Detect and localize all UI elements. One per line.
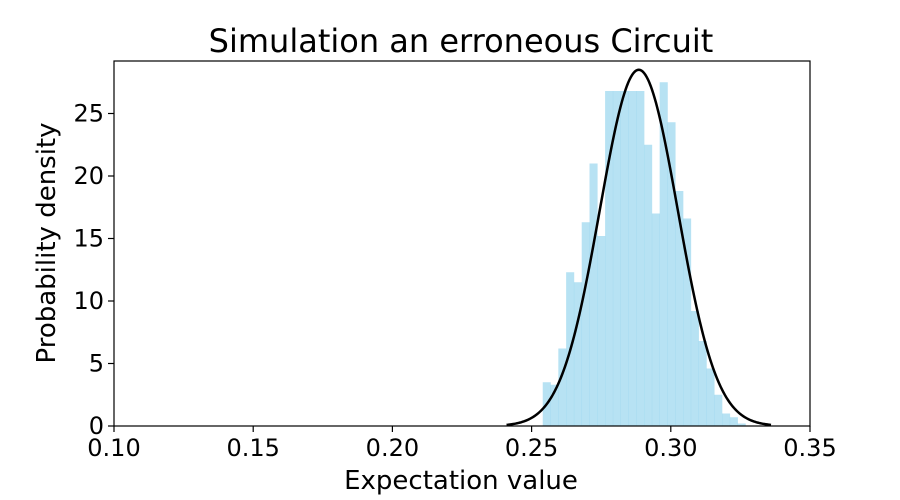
histogram-bar: [690, 311, 699, 426]
histogram-bar: [737, 423, 746, 426]
chart-title: Simulation an erroneous Circuit: [209, 22, 714, 60]
x-axis-label: Expectation value: [344, 466, 578, 496]
histogram-bar: [651, 213, 660, 426]
histogram-bar: [597, 236, 606, 426]
y-tick-label: 20: [73, 162, 104, 190]
histogram-bar: [683, 218, 692, 426]
y-tick-label: 25: [73, 100, 104, 128]
histogram-bar: [620, 91, 629, 426]
x-tick-label: 0.10: [87, 434, 140, 462]
normal-fit-curve-group: [506, 68, 772, 427]
histogram-bar: [675, 191, 684, 426]
y-tick-label: 10: [73, 287, 104, 315]
histogram-bar: [628, 91, 637, 426]
x-tick-label: 0.35: [783, 434, 836, 462]
histogram-bar: [659, 82, 668, 426]
histogram-bar: [581, 222, 590, 426]
histogram-bar: [605, 91, 614, 426]
histogram-bar: [698, 341, 707, 426]
x-tick-label: 0.15: [226, 434, 279, 462]
y-tick-label: 15: [73, 225, 104, 253]
histogram-bar: [573, 282, 583, 426]
y-tick-label: 0: [89, 412, 104, 440]
x-axis-ticks: 0.10 0.15 0.20 0.25 0.30 0.35: [87, 426, 837, 462]
y-tick-label: 5: [89, 350, 104, 378]
normal-fit-curve: [506, 68, 772, 427]
histogram-bar: [729, 417, 738, 426]
x-tick-label: 0.30: [644, 434, 697, 462]
histogram-bar: [550, 384, 559, 426]
histogram-bar: [722, 413, 731, 426]
histogram-bar: [714, 394, 723, 426]
y-axis-label: Probability density: [32, 122, 62, 363]
histogram-bar: [558, 348, 567, 426]
y-axis-ticks: 0 5 10 15 20 25: [73, 100, 114, 440]
histogram-bar: [589, 163, 598, 426]
histogram-bar: [644, 144, 653, 426]
x-tick-label: 0.20: [366, 434, 419, 462]
plot-area-frame: [113, 60, 811, 427]
x-tick-label: 0.25: [505, 434, 558, 462]
histogram-bar: [667, 122, 676, 426]
histogram-bar: [636, 91, 645, 426]
histogram-bar: [706, 368, 715, 426]
histogram-bar: [612, 91, 621, 426]
